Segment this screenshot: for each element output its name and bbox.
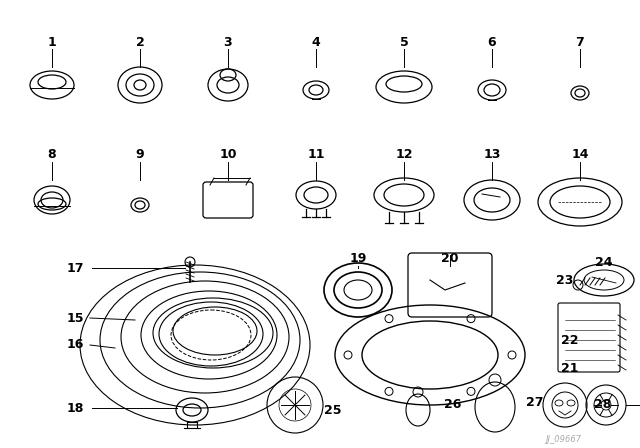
- Text: 15: 15: [67, 311, 84, 324]
- Text: 5: 5: [399, 35, 408, 48]
- Text: 17: 17: [67, 262, 84, 275]
- Text: 18: 18: [67, 401, 84, 414]
- Text: 9: 9: [136, 148, 144, 161]
- Text: 24: 24: [595, 255, 612, 268]
- Text: 3: 3: [224, 35, 232, 48]
- Text: 2: 2: [136, 35, 145, 48]
- Text: 19: 19: [349, 251, 367, 264]
- Text: 12: 12: [396, 148, 413, 161]
- Text: 8: 8: [48, 148, 56, 161]
- Text: 13: 13: [483, 148, 500, 161]
- Text: 27: 27: [526, 396, 544, 409]
- Text: 1: 1: [47, 35, 56, 48]
- Text: 4: 4: [312, 35, 321, 48]
- Text: 22: 22: [561, 333, 579, 346]
- Text: 28: 28: [595, 399, 612, 412]
- Text: 6: 6: [488, 35, 496, 48]
- Text: 21: 21: [561, 362, 579, 375]
- Text: 11: 11: [307, 148, 324, 161]
- Text: 7: 7: [575, 35, 584, 48]
- Text: 25: 25: [324, 404, 342, 417]
- Text: 20: 20: [441, 251, 459, 264]
- Text: 23: 23: [556, 273, 573, 287]
- Text: 14: 14: [572, 148, 589, 161]
- Text: 16: 16: [67, 339, 84, 352]
- Text: 26: 26: [444, 399, 461, 412]
- Text: JJ_09667: JJ_09667: [545, 435, 581, 444]
- Text: 10: 10: [220, 148, 237, 161]
